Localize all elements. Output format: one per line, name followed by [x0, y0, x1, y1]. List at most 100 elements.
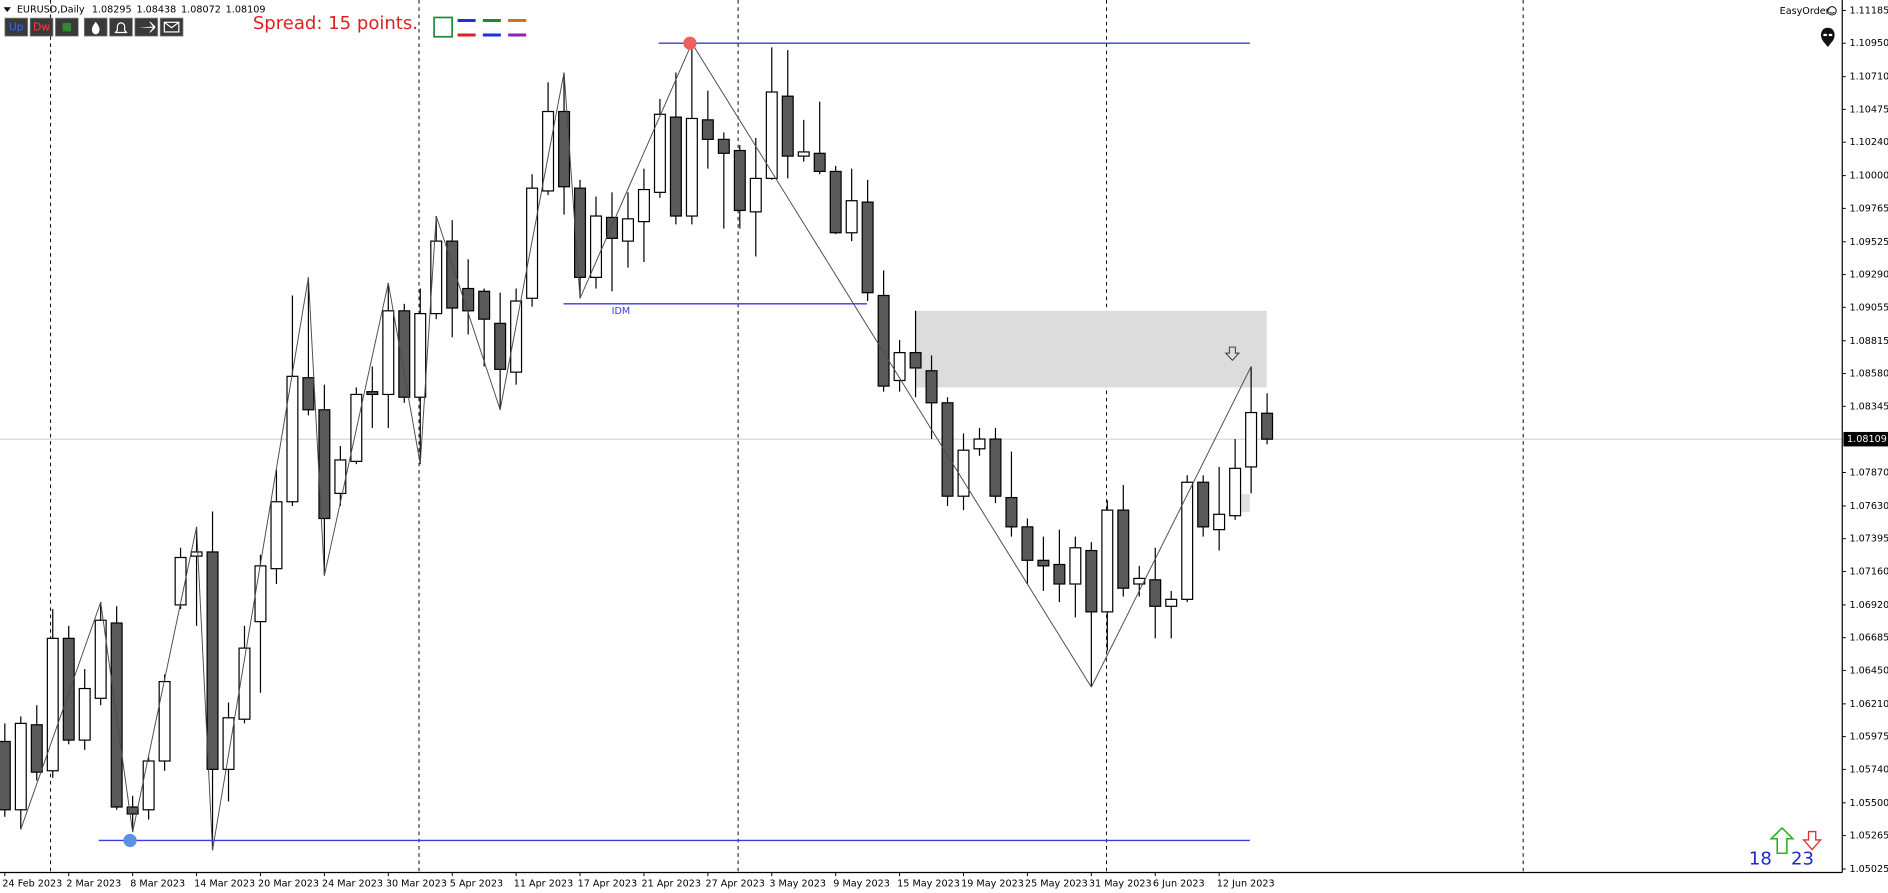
y-tick-label: 1.07395 [1849, 534, 1888, 545]
down-arrow-signal [1224, 346, 1241, 362]
candle-body-bear [877, 294, 890, 387]
candle-body-bear [829, 170, 842, 234]
header-low: 1.08072 [181, 5, 221, 16]
y-tick-label: 1.06210 [1849, 699, 1888, 710]
candle-body-bear [1085, 549, 1098, 613]
chart-header: EURUSD,Daily 1.08295 1.08438 1.08072 1.08109 [17, 5, 266, 16]
y-tick-label: 1.05265 [1849, 831, 1888, 842]
x-tick-label: 21 Apr 2023 [642, 878, 701, 889]
candle-body-bull [589, 215, 603, 278]
button-alert[interactable] [109, 17, 133, 37]
x-tick-label: 9 May 2023 [833, 878, 890, 889]
candle-body-bull [765, 91, 778, 180]
candle-body-bull [973, 438, 986, 450]
candle-body-bear [1261, 412, 1274, 440]
button-close-icon [62, 22, 72, 32]
candle-body-bull [1245, 411, 1258, 468]
candle-body-bear [574, 187, 587, 278]
small-zone [1241, 494, 1250, 513]
candle-body-bear [733, 149, 746, 212]
candle-body-bear [462, 287, 475, 312]
x-tick-label: 17 Apr 2023 [578, 878, 637, 889]
up-arrow-icon [1769, 826, 1795, 855]
zigzag-segment [499, 72, 565, 410]
candle-body-bear [494, 322, 507, 370]
x-tick-label: 30 Mar 2023 [386, 878, 447, 889]
zigzag-segment [1090, 366, 1252, 688]
candle-body-bear [717, 138, 730, 154]
spread-text: Spread: 15 points. [253, 13, 418, 34]
zigzag-segment [212, 277, 309, 851]
button-up[interactable] [4, 17, 29, 37]
candle-body-bull [510, 300, 523, 373]
header-open: 1.08295 [92, 5, 132, 16]
x-tick-label: 2 Mar 2023 [66, 878, 121, 889]
candle-body-bull [637, 188, 650, 223]
candle-body-bear [302, 377, 315, 411]
candle-body-bear [1005, 496, 1018, 528]
candle-body-bear [126, 806, 139, 815]
zigzag-segment [100, 602, 134, 833]
button-up-label: Up [9, 21, 24, 34]
button-down-label: Dw [33, 21, 50, 34]
candle-body-bull [142, 760, 155, 811]
y-tick-label: 1.10950 [1849, 38, 1888, 49]
y-tick-label: 1.08345 [1849, 401, 1888, 412]
x-tick-label: 31 May 2023 [1089, 878, 1152, 889]
y-tick-label: 1.05500 [1849, 798, 1888, 809]
candle-body-bull [1229, 467, 1242, 517]
candle-body-bear [62, 637, 75, 741]
zigzag-segment [323, 282, 389, 576]
x-tick-label: 27 Apr 2023 [705, 878, 764, 889]
y-tick-label: 1.09765 [1849, 203, 1888, 214]
candle-body-bear [605, 216, 619, 239]
y-tick-label: 1.05740 [1849, 764, 1888, 775]
y-tick-label: 1.10475 [1849, 104, 1888, 115]
y-tick-label: 1.07630 [1849, 501, 1888, 512]
zigzag-segment [691, 42, 1092, 688]
candle-body-bull [542, 110, 555, 192]
x-tick-label: 8 Mar 2023 [130, 878, 185, 889]
y-tick-label: 1.10240 [1849, 137, 1888, 148]
x-tick-label: 19 May 2023 [961, 878, 1024, 889]
candle-body-bear [909, 352, 922, 369]
x-tick-label: 24 Mar 2023 [322, 878, 383, 889]
level-label: IDM [612, 306, 631, 317]
candle-body-bull [1213, 513, 1226, 531]
y-tick-label: 1.11185 [1849, 5, 1888, 16]
zigzag-segment [20, 601, 102, 830]
zigzag-segment [387, 282, 421, 465]
candle-body-bull [14, 722, 27, 811]
zigzag-segment [563, 72, 581, 299]
candle-body-bear [989, 438, 1002, 497]
x-tick-label: 25 May 2023 [1025, 878, 1088, 889]
candle-body-bear [1149, 579, 1162, 607]
candle-body-bull [174, 556, 187, 606]
zigzag-segment [579, 43, 693, 299]
menu-triangle[interactable] [3, 7, 11, 13]
candle-body-bull [334, 459, 347, 495]
candle-body-bear [669, 116, 682, 217]
zigzag-segment [435, 215, 501, 410]
candle-body-bull [222, 717, 235, 770]
x-tick-label: 20 Mar 2023 [258, 878, 319, 889]
smiley-icon [1827, 6, 1837, 16]
level-marker [123, 833, 137, 848]
candle-body-bull [254, 565, 267, 623]
candle-body-bull [893, 352, 906, 382]
button-down[interactable] [29, 17, 54, 37]
candle-body-bear [1053, 563, 1066, 585]
candle-body-bear [701, 119, 714, 140]
x-tick-label: 14 Mar 2023 [194, 878, 255, 889]
alien-eye [1828, 33, 1833, 37]
current-price-label: 1.08109 [1847, 434, 1887, 445]
y-tick-label: 1.07160 [1849, 566, 1888, 577]
easy-order-label[interactable]: EasyOrder [1780, 6, 1830, 17]
level-marker [683, 36, 697, 50]
swatch-box[interactable] [433, 16, 453, 38]
mail-flap [163, 21, 180, 29]
candle-body-bull [270, 501, 283, 570]
header-close: 1.08109 [226, 5, 266, 16]
y-tick-label: 1.07870 [1849, 467, 1888, 478]
